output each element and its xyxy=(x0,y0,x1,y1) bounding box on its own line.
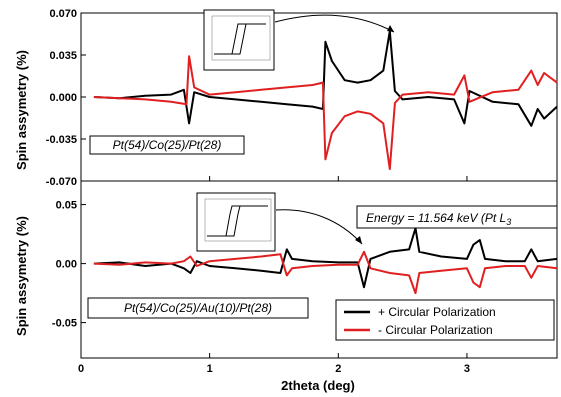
x-tick-label: 2 xyxy=(335,363,341,375)
bottom-y-tick-label: -0.05 xyxy=(52,318,77,330)
top-series-group xyxy=(93,30,558,170)
energy-label: Energy = 11.564 keV (Pt L3 xyxy=(366,211,511,227)
top-sample-label-box xyxy=(89,135,245,155)
top-series-line-minus xyxy=(93,55,558,170)
bottom-sample-label-box xyxy=(87,297,309,319)
top-y-tick-label: 0.070 xyxy=(49,8,77,20)
bottom-panel-frame xyxy=(80,180,558,359)
top-sample-label: Pt(54)/Co(25)/Pt(28) xyxy=(113,138,222,152)
bottom-inset-hysteresis xyxy=(196,192,363,252)
legend-label-minus: - Circular Polarization xyxy=(378,323,493,337)
energy-label-box xyxy=(356,205,558,229)
top-y-tick-label: 0.000 xyxy=(49,92,77,104)
x-tick-label: 3 xyxy=(464,363,470,375)
bottom-y-tick-label: 0.00 xyxy=(56,259,77,271)
bottom-sample-label: Pt(54)/Co(25)/Au(10)/Pt(28) xyxy=(124,301,272,315)
bottom-series-line-minus xyxy=(93,250,558,295)
bottom-y-tick-label: 0.05 xyxy=(56,200,77,212)
bottom-series-group xyxy=(93,227,558,295)
top-y-axis-label: Spin assymetry (%) xyxy=(14,50,29,170)
top-inset-hysteresis xyxy=(203,9,395,71)
tick-group: 0.070 0.035 0.000 -0.035 -0.070 0.05 0.00 -0.05… xyxy=(46,8,470,375)
top-y-tick-label: -0.035 xyxy=(46,134,77,146)
legend: + Circular Polarization - Circular Polar… xyxy=(335,299,555,341)
top-y-tick-label: -0.070 xyxy=(46,176,77,188)
x-axis-label: 2theta (deg) xyxy=(281,378,355,393)
top-series-line-plus xyxy=(93,30,558,127)
top-y-tick-label: 0.035 xyxy=(49,50,77,62)
bottom-series-line-plus xyxy=(93,227,558,289)
energy-label-subscript: 3 xyxy=(506,217,511,227)
bottom-y-axis-label: Spin assymetry (%) xyxy=(14,216,29,336)
energy-label-text: Energy = 11.564 keV (Pt L xyxy=(366,211,506,225)
x-tick-label: 1 xyxy=(207,363,213,375)
top-panel-frame xyxy=(80,12,558,182)
legend-label-plus: + Circular Polarization xyxy=(378,305,496,319)
x-tick-label: 0 xyxy=(78,363,84,375)
